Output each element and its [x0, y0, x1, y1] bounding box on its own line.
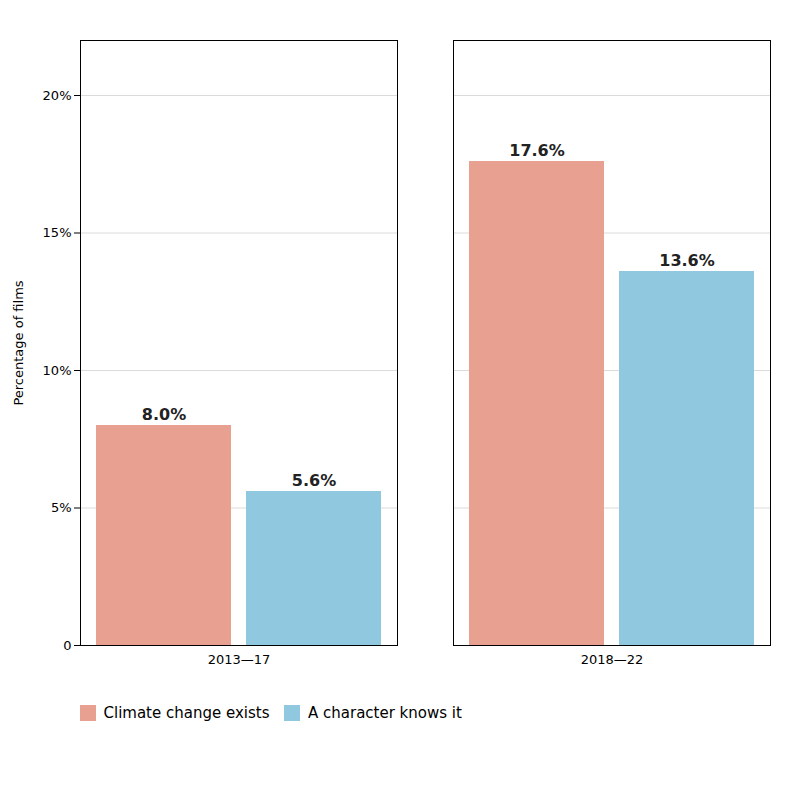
- svg-text:5.6%: 5.6%: [292, 471, 336, 490]
- svg-text:20%: 20%: [43, 88, 72, 103]
- html-text:Climate change exists: Climate change exists: [103, 703, 270, 722]
- svg-text:17.6%: 17.6%: [509, 141, 565, 160]
- html-text:A character knows it: A character knows it: [308, 703, 462, 722]
- svg-text:2013—17: 2013—17: [208, 652, 271, 667]
- svg-text:15%: 15%: [43, 225, 72, 240]
- svg-text:0: 0: [63, 638, 71, 653]
- svg-text:Percentage of films: Percentage of films: [11, 280, 26, 405]
- svg-text:2018—22: 2018—22: [581, 652, 644, 667]
- svg-text:5%: 5%: [51, 500, 72, 515]
- svg-text:10%: 10%: [43, 363, 72, 378]
- svg-text:13.6%: 13.6%: [659, 251, 715, 270]
- svg-text:8.0%: 8.0%: [142, 405, 186, 424]
